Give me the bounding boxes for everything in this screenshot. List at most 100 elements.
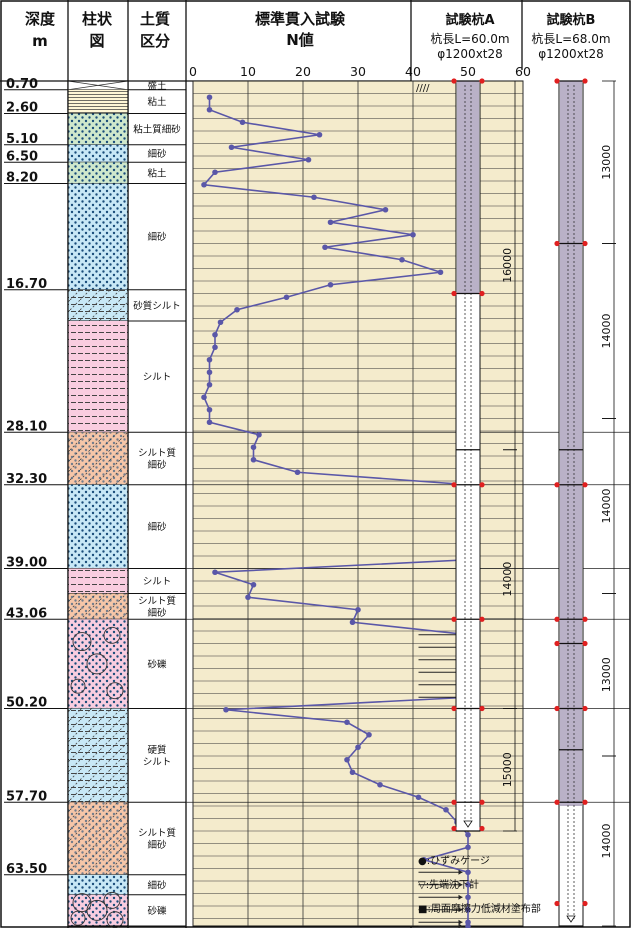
gravel-symbol: [103, 891, 121, 909]
legend-strain-gauge: ●:ひずみゲージ: [418, 855, 490, 867]
n-value-point: [212, 569, 218, 576]
n-value-point: [327, 219, 334, 226]
n-over50-arrowhead: [458, 869, 463, 875]
depth-label: 39.00: [6, 556, 47, 571]
depth-label: 8.20: [6, 171, 38, 186]
n-value-point: [223, 706, 229, 713]
n-value-point: [355, 744, 361, 751]
gravel-symbol: [70, 678, 86, 694]
strain-gauge-point: [451, 482, 457, 488]
depth-label: 63.50: [6, 862, 47, 877]
n-value-point: [465, 869, 471, 876]
strain-gauge-point: [479, 825, 485, 832]
n-value-point: [201, 394, 207, 401]
n-value-point: [465, 831, 471, 838]
pile-b-coated-zone: [560, 81, 582, 806]
soil-name-label: 細砂: [147, 231, 167, 243]
n-value-point: [245, 594, 251, 601]
n-value-point: [377, 781, 383, 788]
pile-b-segment-length-label: 14000: [600, 824, 613, 859]
strain-gauge-point: [554, 799, 560, 805]
strain-gauge-point: [479, 78, 485, 84]
soil-name-label: 細砂: [147, 839, 167, 851]
n-value-point: [322, 244, 328, 251]
strain-gauge-point: [451, 825, 457, 832]
gravel-symbol: [72, 632, 92, 652]
soil-name-label: 粘土: [147, 96, 167, 108]
depth-unit: m: [32, 32, 48, 50]
n-value-point: [250, 581, 257, 588]
pile-b-segment-length-label: 13000: [600, 657, 613, 692]
soil-name-label: 細砂: [147, 521, 167, 533]
strain-gauge-point: [451, 799, 457, 805]
soil-name-label: 粘土: [147, 167, 167, 179]
pile-a-length: 杭長L=60.0m: [430, 31, 509, 46]
soil-name-label: 盛土: [147, 80, 167, 92]
n-value-point: [311, 194, 317, 201]
depth-label: 32.30: [6, 472, 47, 487]
fill-symbol: [67, 80, 129, 91]
n-value-point: [443, 806, 449, 813]
n-value-point: [316, 131, 323, 138]
n-value-point: [250, 444, 257, 451]
strain-gauge-point: [451, 705, 457, 712]
soil-name-label: 砂礫: [147, 658, 167, 670]
legend-settlement-gauge: ▽:先端沈下計: [418, 878, 479, 891]
spt-x-tick-label: 10: [240, 64, 256, 79]
n-value-point: [212, 331, 218, 338]
strain-gauge-point: [582, 640, 588, 647]
spt-x-tick-label: 50: [460, 64, 476, 79]
n-value-point: [465, 894, 471, 901]
pile-a-spec: φ1200xt28: [437, 47, 503, 61]
n-value-point: [206, 406, 213, 413]
n-value-point: [410, 231, 416, 238]
strain-gauge-point: [582, 799, 588, 805]
soil-name-label: シルト質: [138, 447, 176, 459]
depth-label: 0.70: [6, 77, 38, 92]
soil-name-label: 細砂: [147, 148, 167, 160]
stratum-pattern: [68, 432, 128, 485]
n-value-point: [349, 769, 356, 776]
gravel-symbol: [106, 682, 124, 700]
stratum-pattern: [68, 874, 128, 895]
pile-b-length: 杭長L=68.0m: [531, 31, 610, 46]
pile-b-segment-length-label: 14000: [600, 489, 613, 524]
n-value-point: [465, 923, 471, 928]
n-value-point: [421, 856, 427, 863]
strain-gauge-point: [582, 240, 588, 247]
n-value-point: [344, 756, 350, 763]
n-over50-arrowhead: [458, 919, 463, 925]
n-value-point: [239, 119, 246, 126]
n-value-point: [206, 419, 213, 426]
depth-header: 深度: [25, 10, 56, 28]
n-value-point: [344, 719, 350, 726]
stratum-pattern: [68, 593, 128, 620]
spt-title: 標準貫入試験: [255, 10, 346, 28]
pile-b-title: 試験杭B: [547, 12, 596, 28]
strain-gauge-point: [451, 616, 457, 622]
soil-name-label: 硬質: [147, 744, 166, 756]
n-value-point: [206, 94, 213, 101]
n-value-point: [349, 619, 356, 626]
stratum-pattern: [68, 89, 128, 114]
depth-label: 43.06: [6, 606, 47, 621]
stratum-pattern: [68, 144, 128, 163]
depth-label: 6.50: [6, 149, 38, 164]
strain-gauge-point: [554, 78, 560, 84]
pile-a-segment-length-label: 16000: [501, 248, 514, 283]
spt-x-tick-label: 20: [295, 64, 311, 79]
n-value-point: [234, 306, 240, 313]
n-value-point: [212, 169, 218, 176]
pile-b-segment-length-label: 13000: [600, 145, 613, 180]
stratum-pattern: [68, 162, 128, 184]
settlement-gauge-icon: [566, 915, 576, 923]
stratum-pattern: [68, 708, 128, 803]
n-value-point: [399, 256, 405, 263]
depth-label: 2.60: [6, 101, 38, 116]
spt-x-tick-label: 30: [350, 64, 366, 79]
depth-label: 16.70: [6, 277, 47, 292]
settlement-gauge-icon: [463, 820, 473, 828]
n-over50-arrowhead: [458, 907, 463, 913]
soil-name-label: 細砂: [147, 879, 167, 891]
soil-name-label: シルト: [143, 577, 172, 588]
